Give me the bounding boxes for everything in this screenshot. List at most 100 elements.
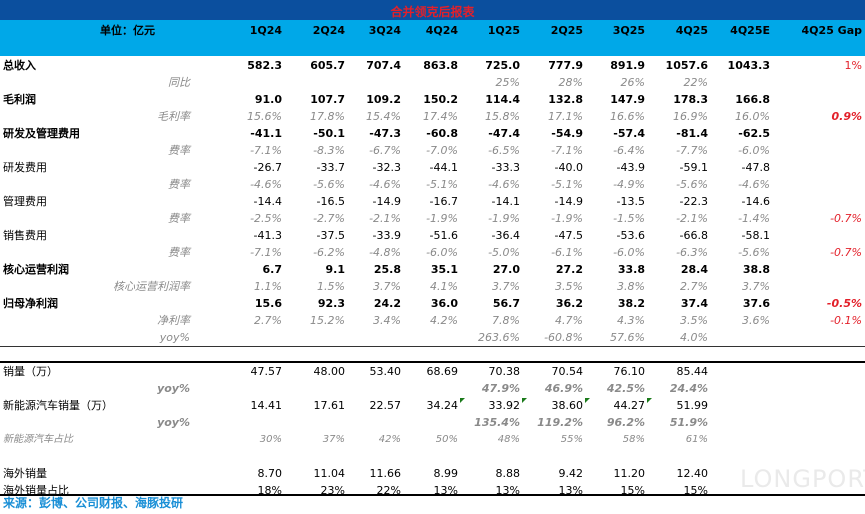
cell-1q24: 18% — [257, 484, 282, 497]
cell-2q25: 55% — [560, 434, 583, 445]
cell-2q25: -5.1% — [551, 178, 583, 191]
cell-1q24: 15.6% — [247, 110, 282, 123]
cell-1q24: 8.70 — [257, 467, 283, 480]
table-row: yoy% 263.6% -60.8% 57.6% 4.0% — [0, 329, 865, 346]
cell-4q25-gap — [770, 159, 862, 176]
cell-4q24: -7.0% — [426, 144, 458, 157]
cell-3q24: 15.4% — [366, 110, 401, 123]
cell-4q24: 35.1 — [430, 263, 458, 276]
cell-3q25: 16.6% — [610, 110, 645, 123]
cell-2q24: -33.7 — [316, 161, 345, 174]
cell-4q25e: -62.5 — [738, 127, 770, 140]
cell-2q25: -1.9% — [551, 212, 583, 225]
watermark: LONGPORT — [740, 465, 865, 493]
cell-1q24 — [195, 74, 282, 91]
cell-3q25: 3.8% — [617, 280, 645, 293]
cell-3q24: 25.8 — [373, 263, 401, 276]
cell-2q25: 70.54 — [551, 365, 584, 378]
column-header: 3Q24 — [368, 23, 401, 37]
cell-2q25: 3.5% — [555, 280, 583, 293]
cell-2q24: 107.7 — [310, 93, 345, 106]
cell-4q25e: 1043.3 — [727, 59, 770, 72]
table-row: 总收入 582.3 605.7 707.4 863.8 725.0 777.9 891.9 10… — [0, 57, 865, 74]
cell-1q25: 13% — [495, 484, 520, 497]
cell-4q25: 28.4 — [680, 263, 708, 276]
cell-4q25: -81.4 — [676, 127, 708, 140]
cell-4q25-gap — [770, 142, 862, 159]
cell-2q25: -47.5 — [554, 229, 583, 242]
cell-4q24: 4.1% — [430, 280, 458, 293]
cell-4q25-gap — [770, 193, 862, 210]
row-label: yoy% — [157, 416, 190, 429]
table-row: 管理费用 -14.4 -16.5 -14.9 -16.7 -14.1 -14.9 -13.5 -… — [0, 193, 865, 210]
cell-1q25: 25% — [495, 76, 520, 89]
cell-1q24: -4.6% — [250, 178, 282, 191]
cell-3q24: -6.7% — [369, 144, 401, 157]
cell-2q25: 27.2 — [555, 263, 583, 276]
cell-4q24: -44.1 — [429, 161, 458, 174]
cell-3q25: 42.5% — [606, 382, 645, 395]
cell-4q25: -7.7% — [676, 144, 708, 157]
cell-1q25: 135.4% — [474, 416, 520, 429]
cell-4q25: 24.4% — [669, 382, 708, 395]
row-label: yoy% — [159, 331, 190, 344]
cell-3q24: -4.6% — [369, 178, 401, 191]
table-bottom-border — [0, 494, 865, 496]
table-row: yoy% 47.9% 46.9% 42.5% 24.4% — [0, 380, 865, 397]
cell-1q24: 47.57 — [250, 365, 283, 378]
cell-1q25: -6.5% — [488, 144, 520, 157]
table-row: 新能源汽车占比 30% 37% 42% 50% 48% 55% 58% 61% — [0, 431, 865, 448]
cell-4q24: 34.24 — [426, 399, 459, 412]
cell-4q25: 4.0% — [680, 331, 708, 344]
cell-1q24: -41.3 — [253, 229, 282, 242]
cell-1q25: 114.4 — [485, 93, 520, 106]
table-row: 毛利润 91.0 107.7 109.2 150.2 114.4 132.8 147.9 178… — [0, 91, 865, 108]
row-label: 海外销量占比 — [3, 484, 69, 497]
cell-4q25-gap: 0.9% — [831, 110, 862, 123]
cell-1q25: -36.4 — [491, 229, 520, 242]
cell-4q24 — [401, 329, 458, 346]
cell-4q25-gap — [770, 125, 862, 142]
cell-4q25-gap — [770, 397, 862, 414]
cell-4q25: 22% — [683, 76, 708, 89]
table-row: 费率 -2.5% -2.7% -2.1% -1.9% -1.9% -1.9% -1.5% -2.… — [0, 210, 865, 227]
cell-4q25: 2.7% — [680, 280, 708, 293]
column-header: 1Q24 — [249, 23, 282, 37]
cell-3q24: 3.7% — [373, 280, 401, 293]
cell-1q25: -33.3 — [491, 161, 520, 174]
cell-4q25-gap — [770, 431, 862, 448]
cell-3q24: -2.1% — [369, 212, 401, 225]
cell-2q25: 17.1% — [548, 110, 583, 123]
cell-4q25e: 3.7% — [742, 280, 770, 293]
cell-3q24 — [345, 380, 401, 397]
cell-3q24: 42% — [378, 434, 401, 445]
cell-4q24: 863.8 — [423, 59, 458, 72]
cell-2q24 — [282, 414, 345, 431]
cell-4q25: -59.1 — [679, 161, 708, 174]
column-header: 4Q25 — [675, 23, 708, 37]
cell-4q24: 13% — [433, 484, 458, 497]
row-label: 新能源汽车销量（万） — [3, 399, 113, 412]
cell-4q25e: 37.6 — [742, 297, 770, 310]
cell-2q25: 777.9 — [548, 59, 583, 72]
table-row: 核心运营利润率 1.1% 1.5% 3.7% 4.1% 3.7% 3.5% 3.8% 2.7% 3… — [0, 278, 865, 295]
cell-4q24: -6.0% — [426, 246, 458, 259]
cell-4q25e: 38.8 — [742, 263, 770, 276]
cell-2q24: 23% — [320, 484, 345, 497]
table-row: 费率 -7.1% -8.3% -6.7% -7.0% -6.5% -7.1% -6.4% -7.… — [0, 142, 865, 159]
cell-4q25e — [708, 74, 770, 91]
row-label: 管理费用 — [3, 195, 47, 208]
row-label: 同比 — [168, 76, 190, 89]
cell-1q24: 2.7% — [254, 314, 282, 327]
cell-1q24: 582.3 — [247, 59, 282, 72]
table-row: 同比 25% 28% 26% 22% — [0, 74, 865, 91]
cell-4q25: -66.8 — [679, 229, 708, 242]
cell-3q24: 707.4 — [366, 59, 401, 72]
cell-3q25: -4.9% — [613, 178, 645, 191]
cell-4q25: -22.3 — [679, 195, 708, 208]
cell-4q25: 15% — [683, 484, 708, 497]
cell-1q25: -5.0% — [488, 246, 520, 259]
cell-4q25: 61% — [685, 434, 708, 445]
row-label: 新能源汽车占比 — [3, 434, 73, 445]
cell-3q25: 4.3% — [617, 314, 645, 327]
